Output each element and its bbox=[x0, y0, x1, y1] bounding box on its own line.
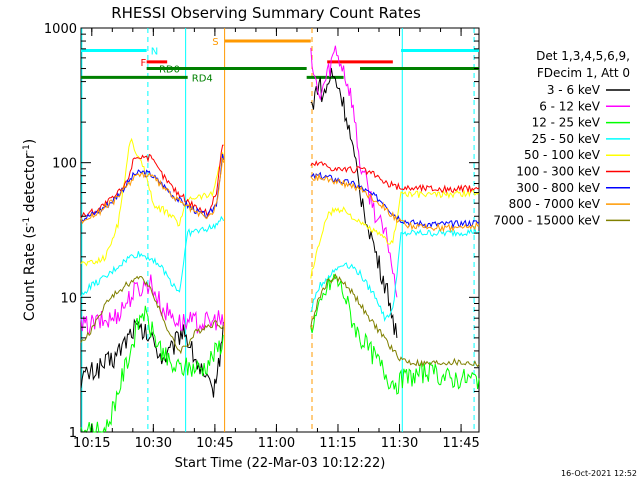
flag-label-rd0: RD0 bbox=[159, 65, 180, 76]
axis-ticks: 10:15 10:30 10:45 11:00 11:15 11:30 11:45 1 10 10… bbox=[44, 22, 480, 451]
legend-label-6-12-kev: 6 - 12 keV bbox=[539, 99, 601, 113]
flag-label-n: N bbox=[151, 47, 158, 58]
series-line-50-100-kev bbox=[80, 137, 480, 279]
event-vertical-lines bbox=[81, 28, 475, 432]
x-tick-label-10-45: 10:45 bbox=[196, 436, 233, 451]
footer-timestamp: 16-Oct-2021 12:52 bbox=[561, 469, 637, 478]
x-tick-label-11-45: 11:45 bbox=[442, 436, 479, 451]
flag-bars: NF RD0 RD4 S bbox=[81, 37, 479, 84]
flag-label-f: F bbox=[140, 58, 146, 69]
series-line-6-12-kev bbox=[80, 45, 398, 335]
x-tick-label-11-15: 11:15 bbox=[319, 436, 356, 451]
legend-header-2: FDecim 1, Att 0 bbox=[537, 66, 630, 80]
y-axis-label: Count Rate (s-1 detector-1) bbox=[22, 139, 38, 321]
legend-label-25-50-kev: 25 - 50 keV bbox=[532, 132, 601, 146]
legend-label-50-100-kev: 50 - 100 keV bbox=[524, 148, 601, 162]
y-tick-label-100: 100 bbox=[52, 157, 77, 172]
x-tick-label-10-15: 10:15 bbox=[73, 436, 110, 451]
legend-label-100-300-kev: 100 - 300 keV bbox=[516, 165, 600, 179]
x-axis-label: Start Time (22-Mar-03 10:12:22) bbox=[175, 456, 386, 471]
chart-title: RHESSI Observing Summary Count Rates bbox=[111, 4, 421, 22]
flag-label-s: S bbox=[212, 37, 218, 48]
plot-area bbox=[80, 27, 480, 433]
legend-label-800-7000-kev: 800 - 7000 keV bbox=[509, 197, 601, 211]
series-line-100-300-kev bbox=[80, 144, 480, 219]
series-line-300-800-kev bbox=[80, 153, 480, 229]
flag-label-rd4: RD4 bbox=[192, 73, 213, 84]
legend-header-1: Det 1,3,4,5,6,9, bbox=[536, 49, 630, 63]
legend-label-12-25-kev: 12 - 25 keV bbox=[532, 116, 601, 130]
x-tick-label-11-00: 11:00 bbox=[258, 436, 295, 451]
x-tick-label-10-30: 10:30 bbox=[135, 436, 172, 451]
x-tick-label-11-30: 11:30 bbox=[381, 436, 418, 451]
y-tick-label-1000: 1000 bbox=[44, 22, 77, 37]
y-tick-label-10: 10 bbox=[60, 291, 77, 306]
legend-label-7000-15000-kev: 7000 - 15000 keV bbox=[493, 213, 600, 227]
legend: 3 - 6 keV 6 - 12 keV 12 - 25 keV 25 - 50 ke… bbox=[493, 83, 630, 227]
series-line-25-50-kev bbox=[80, 215, 480, 323]
y-tick-label-1: 1 bbox=[69, 426, 77, 441]
legend-label-3-6-kev: 3 - 6 keV bbox=[547, 83, 601, 97]
series-line-800-7000-kev bbox=[80, 157, 480, 233]
series-lines bbox=[80, 45, 480, 433]
series-line-12-25-kev bbox=[80, 273, 480, 433]
legend-label-300-800-kev: 300 - 800 keV bbox=[516, 181, 600, 195]
series-line-3-6-kev bbox=[80, 67, 398, 398]
series-line-7000-15000-kev bbox=[80, 273, 480, 368]
